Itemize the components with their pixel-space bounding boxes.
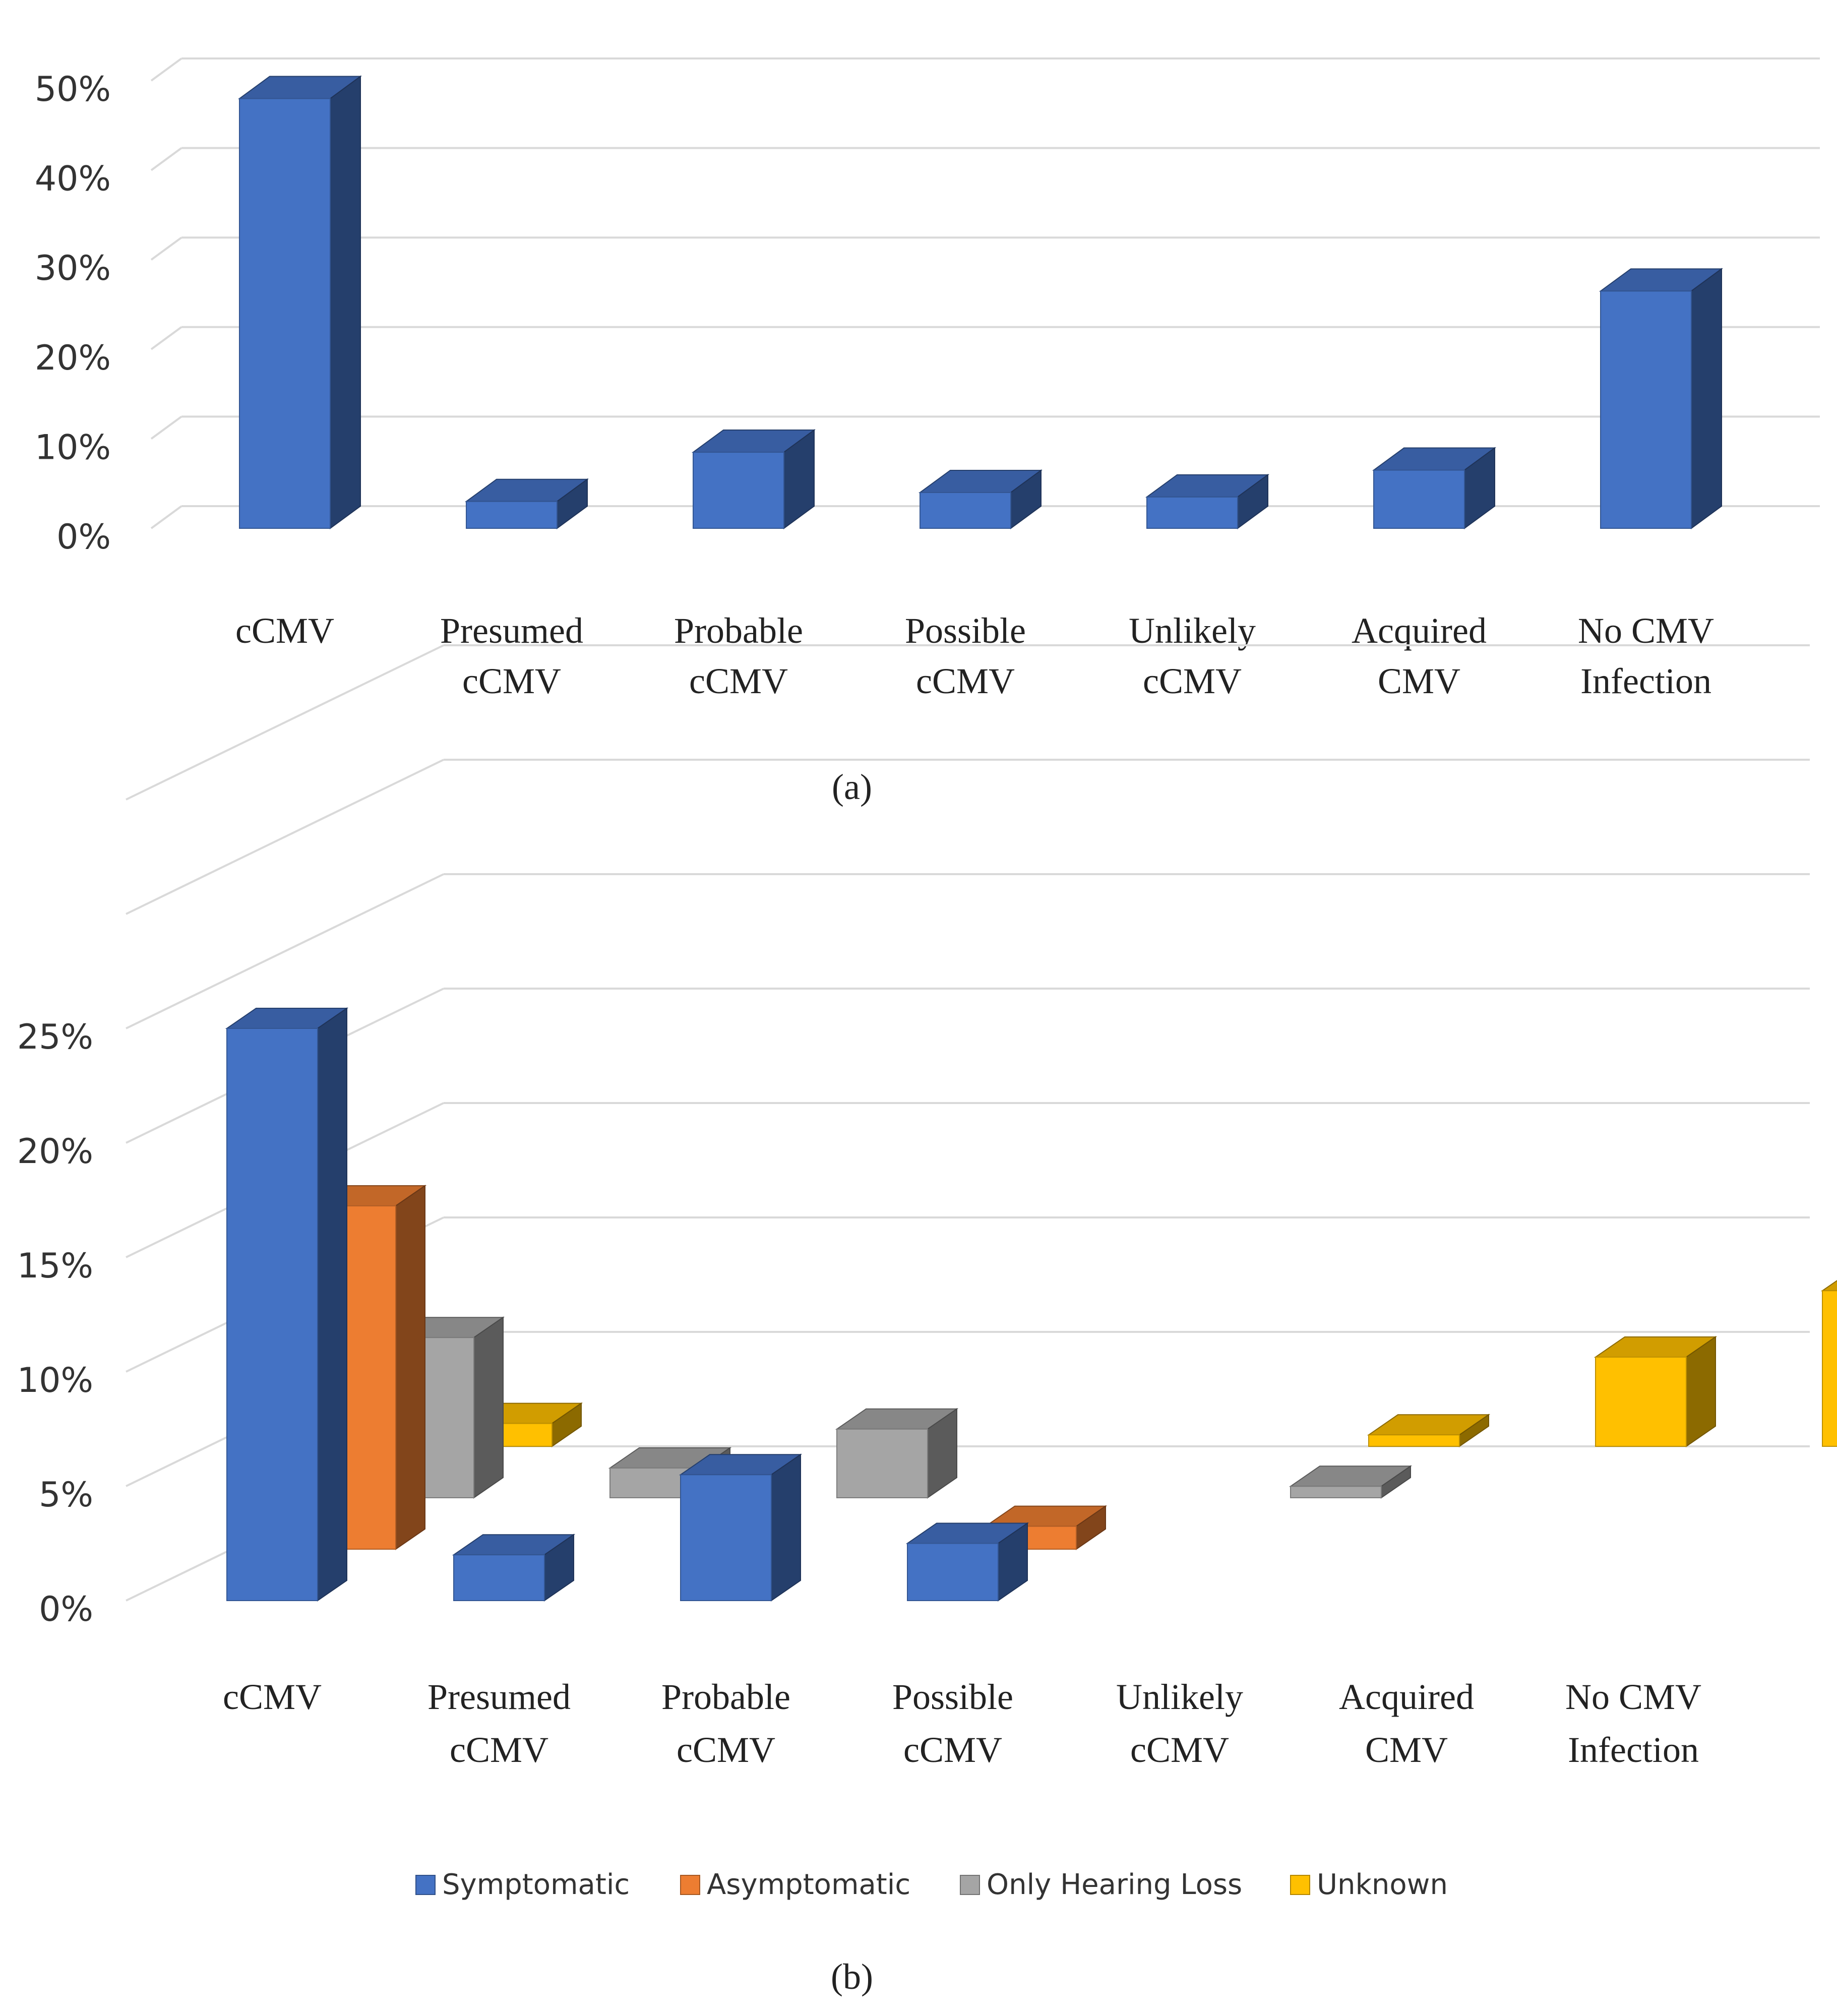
legend-swatch bbox=[680, 1875, 700, 1895]
bar-acquired-cmv bbox=[1372, 447, 1497, 529]
bar-unlikely-ccmv bbox=[1145, 473, 1270, 529]
y-tick-label: 5% bbox=[39, 1475, 93, 1515]
gridline-depth bbox=[150, 505, 182, 529]
y-tick-label: 0% bbox=[56, 517, 111, 557]
gridline-depth bbox=[126, 759, 444, 915]
bar-only-hearing-loss-unlikely-ccmv bbox=[1289, 1465, 1413, 1499]
legend-item-unknown: Unknown bbox=[1290, 1868, 1448, 1901]
b-category-acquired-cmv: Acquired CMV bbox=[1339, 1677, 1474, 1770]
a-category-ccmv: cCMV bbox=[235, 610, 334, 651]
chart-b: 0% 5% 10% 15% 20% 25% cCMV Presumed cCMV Probabl… bbox=[17, 644, 1837, 1997]
bar-symptomatic-ccmv bbox=[225, 1007, 349, 1602]
bar-presumed-ccmv bbox=[464, 478, 589, 529]
legend-item-symptomatic: Symptomatic bbox=[415, 1868, 630, 1901]
gridline-depth bbox=[126, 644, 444, 801]
legend-swatch bbox=[415, 1875, 436, 1895]
bar-only-hearing-loss-probable-ccmv bbox=[835, 1408, 959, 1499]
bar-ccmv bbox=[237, 75, 362, 529]
y-tick-label: 10% bbox=[17, 1361, 93, 1400]
chart-b-y-axis: 0% 5% 10% 15% 20% 25% bbox=[17, 1017, 93, 1629]
chart-a-x-axis: cCMV Presumed cCMV Probable cCMV Possible cCMV… bbox=[235, 610, 1714, 701]
b-category-possible-ccmv: Possible cCMV bbox=[892, 1677, 1013, 1770]
bar-unknown-unlikely-ccmv bbox=[1367, 1414, 1491, 1447]
chart-a-y-axis: 0% 10% 20% 30% 40% 50% bbox=[35, 70, 111, 557]
gridline-depth bbox=[150, 415, 182, 440]
bar-unknown-no-cmv-infection bbox=[1820, 1280, 1837, 1447]
chart-a-caption: (a) bbox=[832, 767, 872, 807]
bar-symptomatic-probable-ccmv bbox=[679, 1453, 803, 1602]
bar-symptomatic-possible-ccmv bbox=[905, 1522, 1029, 1602]
b-category-unlikely-ccmv: Unlikely cCMV bbox=[1116, 1677, 1243, 1770]
chart-a-gridlines bbox=[150, 57, 1820, 529]
gridline-depth bbox=[150, 57, 182, 82]
legend-label: Asymptomatic bbox=[707, 1868, 910, 1901]
a-category-possible-ccmv: Possible cCMV bbox=[905, 610, 1026, 701]
bar-probable-ccmv bbox=[691, 429, 816, 529]
chart-b-legend: Symptomatic Asymptomatic Only Hearing Loss… bbox=[415, 1868, 1448, 1901]
chart-b-caption: (b) bbox=[831, 1957, 873, 1997]
y-tick-label: 50% bbox=[35, 70, 111, 109]
gridline-depth bbox=[150, 147, 182, 171]
b-category-no-cmv-infection: No CMV Infection bbox=[1565, 1677, 1701, 1770]
gridline-depth bbox=[150, 326, 182, 350]
a-category-no-cmv-infection: No CMV Infection bbox=[1578, 610, 1714, 701]
a-category-acquired-cmv: Acquired CMV bbox=[1352, 610, 1487, 701]
gridline-depth bbox=[150, 236, 182, 261]
bar-unknown-acquired-cmv bbox=[1594, 1336, 1718, 1447]
legend-label: Symptomatic bbox=[442, 1868, 630, 1901]
a-category-unlikely-ccmv: Unlikely cCMV bbox=[1129, 610, 1256, 701]
chart-b-x-axis: cCMV Presumed cCMV Probable cCMV Possible cCMV… bbox=[223, 1677, 1701, 1770]
legend-swatch bbox=[960, 1875, 980, 1895]
a-category-presumed-ccmv: Presumed cCMV bbox=[440, 610, 583, 701]
chart-a-bars bbox=[237, 75, 1724, 529]
y-tick-label: 10% bbox=[35, 427, 111, 467]
y-tick-label: 15% bbox=[17, 1246, 93, 1286]
y-tick-label: 20% bbox=[35, 338, 111, 378]
bar-no-cmv-infection bbox=[1599, 268, 1724, 529]
gridline-depth bbox=[126, 873, 444, 1029]
y-tick-label: 25% bbox=[17, 1017, 93, 1057]
legend-label: Unknown bbox=[1317, 1868, 1448, 1901]
b-category-ccmv: cCMV bbox=[223, 1677, 322, 1717]
y-tick-label: 0% bbox=[39, 1590, 93, 1629]
y-tick-label: 40% bbox=[35, 159, 111, 199]
bar-possible-ccmv bbox=[918, 469, 1043, 529]
chart-b-bars bbox=[225, 1007, 1837, 1602]
legend-item-asymptomatic: Asymptomatic bbox=[680, 1868, 910, 1901]
a-category-probable-ccmv: Probable cCMV bbox=[674, 610, 803, 701]
bar-symptomatic-presumed-ccmv bbox=[452, 1534, 576, 1602]
chart-a: 0% 10% 20% 30% 40% 50% cCMV Presumed cCMV Probab… bbox=[35, 57, 1820, 807]
y-tick-label: 30% bbox=[35, 249, 111, 288]
b-category-presumed-ccmv: Presumed cCMV bbox=[427, 1677, 571, 1770]
legend-swatch bbox=[1290, 1875, 1310, 1895]
legend-label: Only Hearing Loss bbox=[987, 1868, 1242, 1901]
y-tick-label: 20% bbox=[17, 1132, 93, 1172]
legend-item-only-hearing-loss: Only Hearing Loss bbox=[960, 1868, 1242, 1901]
b-category-probable-ccmv: Probable cCMV bbox=[661, 1677, 790, 1770]
